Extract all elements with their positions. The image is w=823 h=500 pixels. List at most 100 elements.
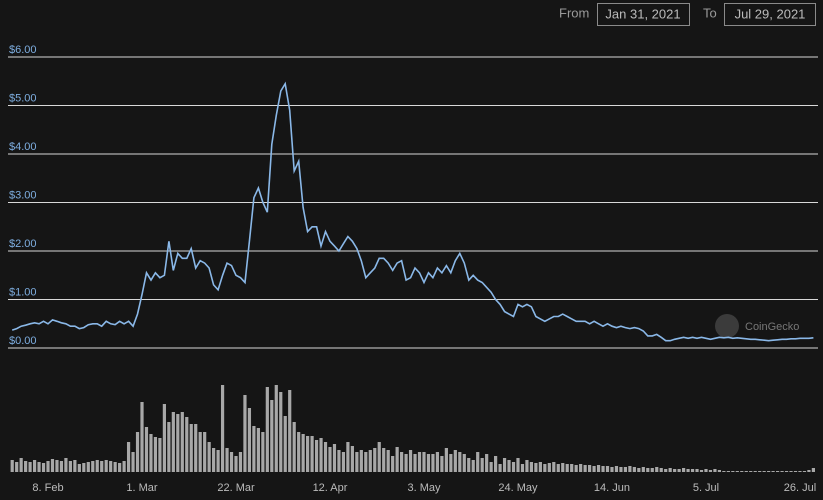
volume-bar (288, 390, 292, 472)
volume-bar (516, 458, 520, 472)
volume-bar (534, 463, 538, 472)
volume-bar (109, 461, 113, 472)
volume-bar (780, 471, 784, 472)
volume-bar (185, 417, 189, 472)
volume-bar (722, 471, 726, 472)
volume-bar (682, 468, 686, 472)
volume-bar (377, 442, 381, 472)
volume-bar (637, 468, 641, 472)
x-tick-label: 1. Mar (126, 482, 158, 494)
y-tick-label: $4.00 (9, 141, 37, 153)
volume-bar (610, 467, 614, 472)
volume-bar (507, 460, 511, 472)
volume-bar (605, 466, 610, 472)
volume-bar (579, 464, 583, 472)
volume-bar (368, 450, 372, 472)
volume-bar (596, 465, 601, 472)
volume-bar (41, 463, 46, 472)
from-date[interactable]: Jan 31, 2021 (605, 6, 680, 21)
volume-bar (203, 432, 207, 472)
to-input[interactable] (724, 3, 816, 26)
volume-bar (283, 416, 287, 472)
volume-bar (261, 432, 265, 472)
volume-bar (802, 471, 807, 472)
volume-bar (498, 464, 502, 472)
y-tick-label: $0.00 (9, 335, 37, 347)
volume-bar (10, 460, 14, 472)
volume-bar (243, 395, 247, 472)
volume-bar (32, 460, 37, 472)
volume-bar (113, 462, 117, 472)
volume-bar (24, 461, 28, 472)
volume-bar (525, 460, 529, 472)
volume-bar (77, 464, 81, 472)
volume-bar (337, 450, 341, 472)
volume-bar (212, 448, 216, 472)
volume-bar (355, 452, 359, 472)
volume-bar (775, 471, 780, 472)
volume-bar (297, 432, 301, 472)
volume-bar (650, 468, 654, 472)
volume-bar (37, 462, 41, 472)
volume-bar (744, 471, 748, 472)
volume-bar (95, 460, 99, 472)
volume-bar (332, 444, 337, 472)
volume-bar (762, 471, 766, 472)
volume-bar (753, 471, 757, 472)
volume-bar (655, 467, 659, 472)
volume-bar (520, 464, 525, 472)
volume-bar (547, 463, 551, 472)
volume-bar (91, 461, 95, 472)
volume-bar (176, 414, 180, 472)
x-tick-label: 24. May (498, 482, 538, 494)
volume-bar (431, 454, 435, 472)
volume-bar (256, 428, 260, 472)
volume-bar (422, 452, 426, 472)
volume-bar (695, 469, 699, 472)
volume-bar (668, 468, 672, 472)
volume-bar (373, 448, 377, 472)
volume-bar (274, 385, 278, 472)
volume-bar (28, 462, 32, 472)
volume-bar (265, 387, 269, 472)
watermark-logo (715, 314, 739, 338)
volume-bar (225, 448, 229, 472)
volume-bar (811, 468, 816, 472)
volume-bar (641, 467, 645, 472)
volume-bar (126, 442, 131, 472)
volume-bar (583, 465, 587, 472)
volume-bar (574, 465, 578, 472)
volume-bar (417, 452, 422, 472)
volume-bar (15, 462, 19, 472)
volume-bar (556, 464, 560, 472)
volume-bar (86, 462, 90, 472)
volume-bar (395, 447, 399, 472)
volume-bar (480, 458, 484, 472)
volume-bar (408, 450, 413, 472)
volume-bar (350, 446, 354, 472)
volume-bar (413, 454, 417, 472)
volume-bar (690, 469, 695, 472)
volume-bar (713, 469, 717, 472)
volume-bar (50, 459, 55, 472)
volume-bar (171, 412, 175, 472)
from-input[interactable] (597, 3, 690, 26)
volume-bar (167, 422, 171, 472)
price-line (11, 81, 814, 342)
volume-bar (135, 432, 140, 472)
to-date[interactable]: Jul 29, 2021 (735, 6, 806, 21)
volume-bar (485, 454, 489, 472)
volume-bar (301, 434, 305, 472)
volume-bar (180, 412, 184, 472)
volume-bar (364, 452, 368, 472)
volume-bar (158, 438, 162, 472)
volume-bar (404, 454, 408, 472)
volume-bar (453, 450, 457, 472)
volume-bar (306, 436, 310, 472)
volume-bar (592, 466, 596, 472)
volume-bar (229, 452, 234, 472)
volume-bar (426, 454, 431, 472)
volume-bar (341, 452, 346, 472)
volume-bar (789, 471, 793, 472)
